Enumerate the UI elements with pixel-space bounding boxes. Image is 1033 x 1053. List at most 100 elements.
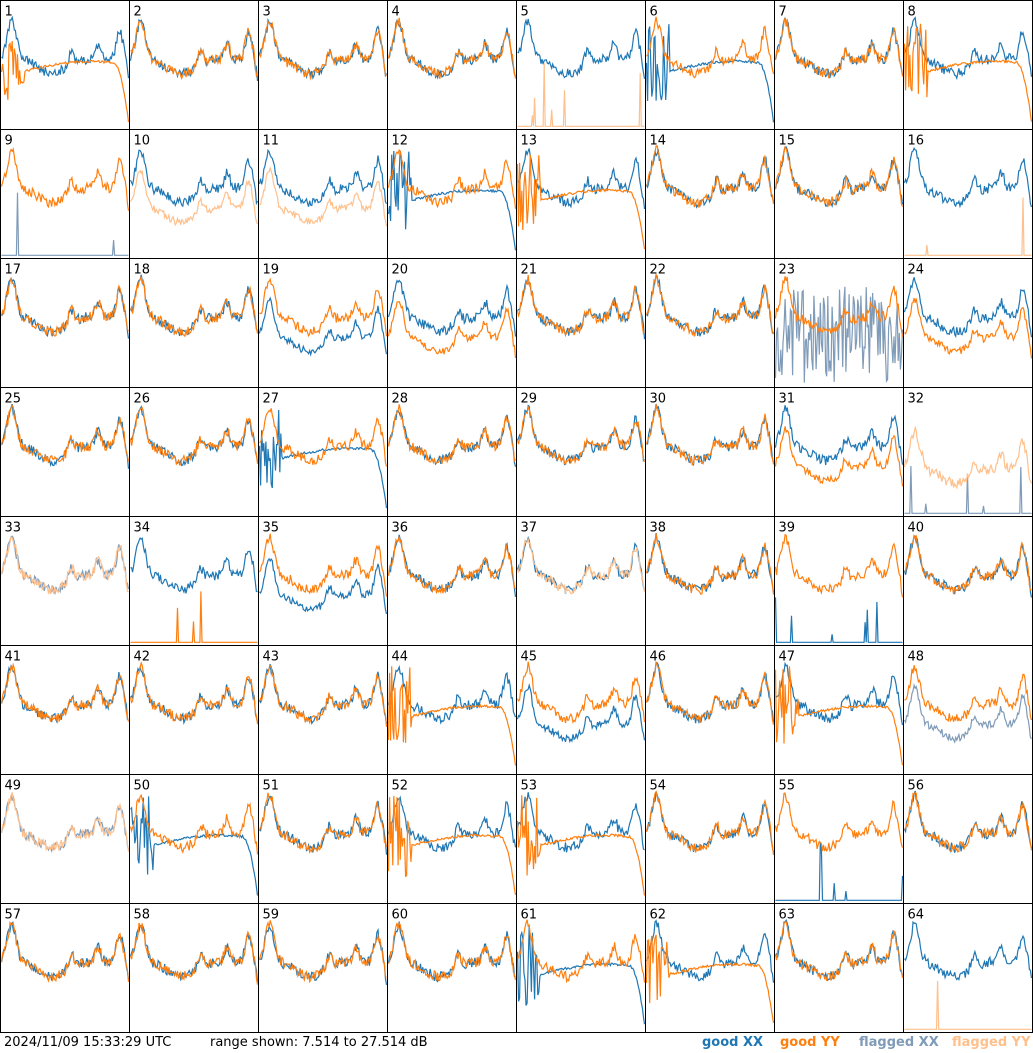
panel-label: 39 — [779, 521, 796, 536]
series-yy-good — [645, 533, 775, 595]
panel-frame — [645, 903, 775, 1033]
series-xx-good — [645, 148, 775, 209]
panel-label: 35 — [263, 521, 280, 536]
series-yy-good — [0, 147, 130, 211]
panel-59: 59 — [258, 903, 388, 1033]
panel-label: 54 — [650, 779, 667, 794]
panel-11: 11 — [258, 129, 388, 259]
panel-label: 2 — [134, 5, 142, 20]
panel-label: 53 — [521, 779, 538, 794]
series-yy-good — [129, 661, 259, 725]
panel-label: 15 — [779, 134, 796, 149]
series-yy-flagged — [0, 792, 130, 852]
panel-7: 7 — [774, 0, 904, 130]
panel-frame — [774, 903, 904, 1033]
series-xx-good — [904, 920, 1033, 982]
panel-50: 50 — [129, 774, 259, 904]
legend-good-xx: good XX — [702, 1035, 764, 1050]
panel-label: 59 — [263, 908, 280, 923]
panel-36: 36 — [387, 516, 517, 646]
panel-63: 63 — [774, 903, 904, 1033]
panel-34: 34 — [129, 516, 259, 646]
panel-frame — [258, 774, 388, 904]
panel-label: 16 — [908, 134, 925, 149]
series-xx-good — [516, 404, 645, 466]
series-xx-good — [517, 18, 646, 79]
panel-label: 26 — [134, 392, 151, 407]
panel-label: 50 — [134, 779, 151, 794]
panel-frame — [774, 645, 904, 775]
panel-15: 15 — [774, 129, 904, 259]
series-xx-good — [516, 682, 646, 744]
series-xx-good — [130, 537, 258, 594]
panel-5: 5 — [516, 0, 646, 130]
series-yy-good — [0, 41, 130, 123]
panel-label: 7 — [779, 5, 787, 20]
panel-27: 27 — [258, 387, 388, 517]
range-shown: range shown: 7.514 to 27.514 dB — [210, 1035, 428, 1050]
panel-label: 25 — [5, 392, 22, 407]
panel-frame — [774, 774, 904, 904]
series-xx-good — [775, 661, 904, 726]
panel-label: 20 — [392, 263, 409, 278]
panel-44: 44 — [387, 645, 517, 775]
panel-54: 54 — [645, 774, 775, 904]
panel-label: 62 — [650, 908, 667, 923]
panel-label: 36 — [392, 521, 409, 536]
panel-label: 61 — [521, 908, 538, 923]
series-yy-good — [0, 404, 130, 464]
panel-label: 9 — [5, 134, 13, 149]
legend-good-yy: good YY — [780, 1035, 840, 1050]
series-yy-good — [645, 790, 775, 856]
panel-label: 47 — [779, 650, 796, 665]
series-yy-good — [387, 921, 517, 982]
panel-frame — [645, 387, 775, 517]
series-xx-good — [258, 148, 388, 207]
panel-label: 33 — [5, 521, 22, 536]
panel-frame — [516, 387, 646, 517]
panel-label: 40 — [908, 521, 925, 536]
series-xx-good — [903, 790, 1033, 854]
panel-frame — [387, 129, 517, 259]
series-yy-good — [774, 426, 904, 487]
panel-label: 63 — [779, 908, 796, 923]
panel-label: 10 — [134, 134, 151, 149]
series-xx-good — [646, 273, 774, 337]
panel-label: 56 — [908, 779, 925, 794]
panel-10: 10 — [129, 129, 259, 259]
series-xx-good — [387, 534, 517, 597]
panel-frame — [903, 258, 1033, 388]
panel-label: 13 — [521, 134, 538, 149]
series-yy-flagged — [904, 980, 1032, 1030]
series-yy-good — [904, 534, 1032, 595]
series-yy-good — [774, 17, 904, 79]
panel-label: 19 — [263, 263, 280, 278]
panel-label: 46 — [650, 650, 667, 665]
panel-58: 58 — [129, 903, 259, 1033]
series-yy-good — [903, 23, 1033, 122]
panel-label: 41 — [5, 650, 22, 665]
series-yy-good — [774, 921, 904, 982]
series-yy-flagged — [903, 425, 1033, 490]
panel-label: 24 — [908, 263, 925, 278]
panel-47: 47 — [774, 645, 904, 775]
series-xx-good — [645, 24, 775, 123]
panel-frame — [903, 516, 1033, 646]
panel-29: 29 — [516, 387, 646, 517]
panel-22: 22 — [645, 258, 775, 388]
series-xx-good — [387, 664, 517, 725]
panel-label: 64 — [908, 908, 925, 923]
series-yy-good — [387, 795, 517, 896]
panel-35: 35 — [258, 516, 388, 646]
panel-label: 58 — [134, 908, 151, 923]
panel-frame — [387, 0, 517, 130]
series-yy-good — [0, 276, 129, 337]
panel-label: 18 — [134, 263, 151, 278]
panel-33: 33 — [0, 516, 130, 646]
series-yy-good — [774, 145, 904, 208]
panel-label: 12 — [392, 134, 409, 149]
panel-label: 43 — [263, 650, 280, 665]
series-yy-good — [258, 533, 388, 597]
panel-61: 61 — [516, 903, 646, 1033]
series-xx-good — [259, 557, 388, 615]
